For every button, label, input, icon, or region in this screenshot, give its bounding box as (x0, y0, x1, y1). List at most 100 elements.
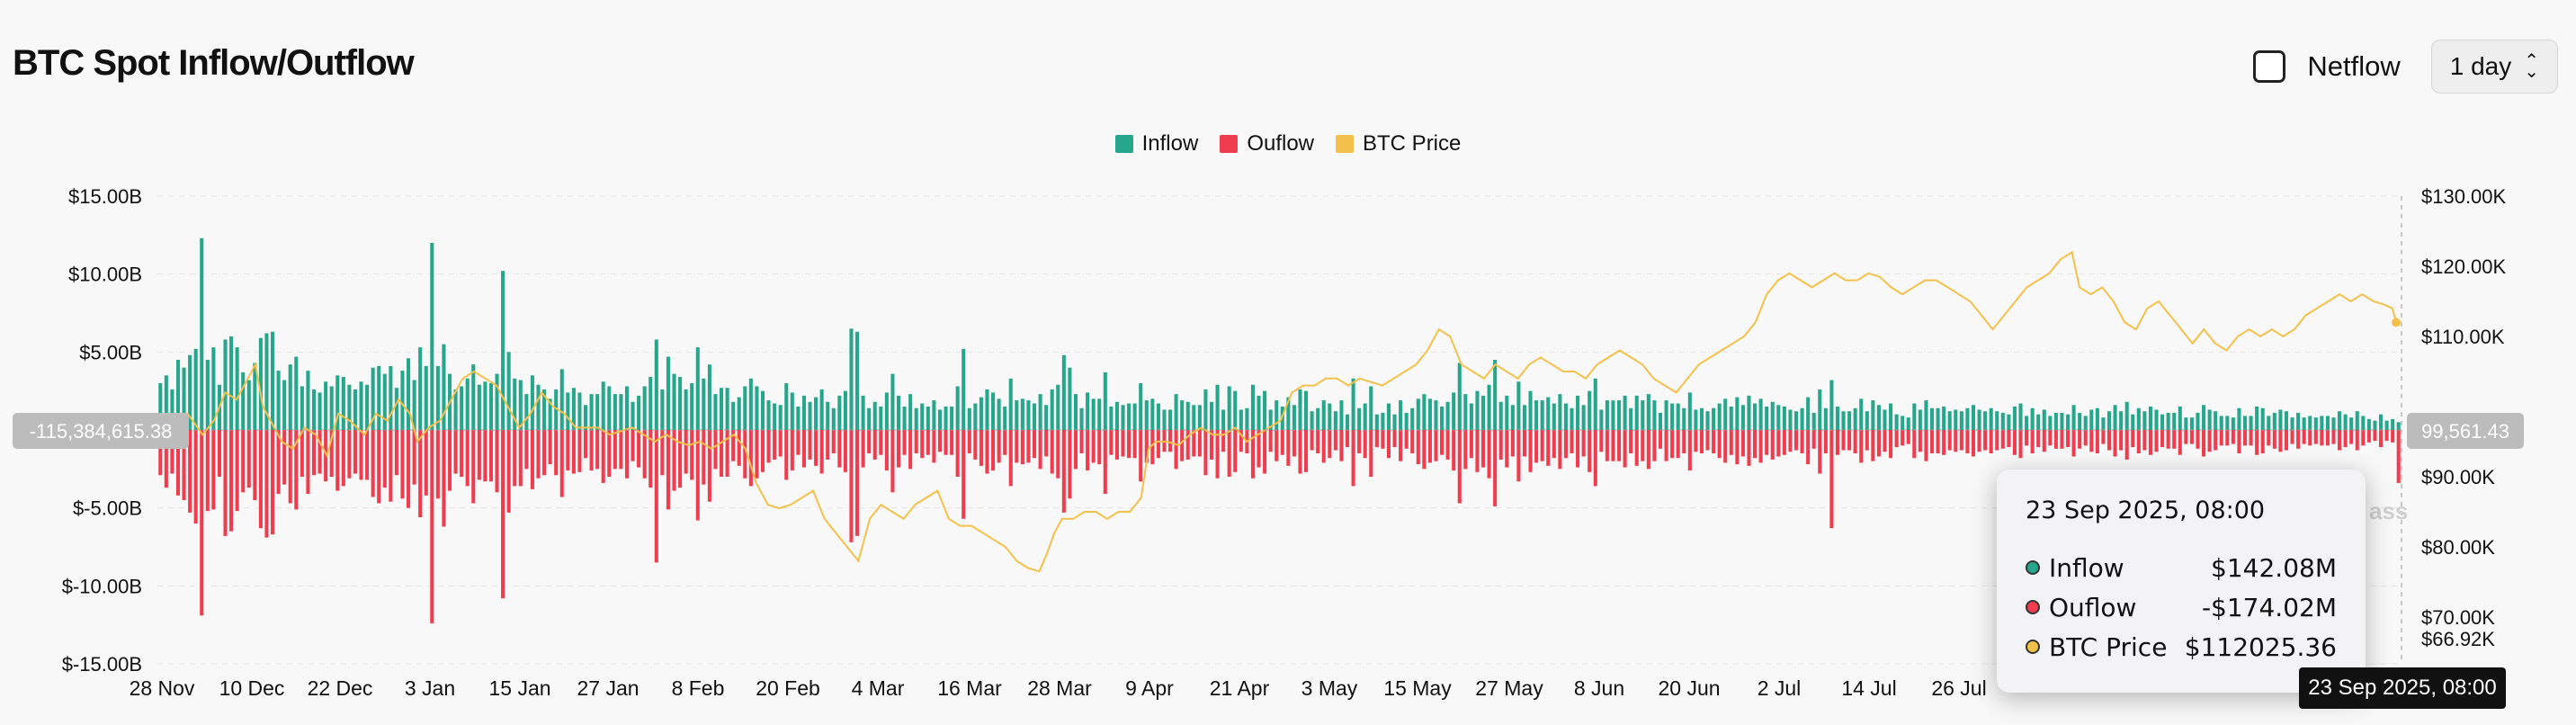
inflow-bar (937, 409, 943, 430)
outflow-bar (725, 430, 729, 477)
outflow-bar (2119, 430, 2124, 451)
outflow-bar (601, 430, 605, 483)
outflow-bar (235, 430, 239, 512)
outflow-bar (1445, 430, 1450, 460)
outflow-bar (347, 430, 352, 479)
x-tick-label: 28 Nov (130, 676, 195, 700)
inflow-bar (435, 365, 440, 430)
outflow-bar (1646, 430, 1650, 470)
inflow-bar (329, 386, 334, 430)
inflow-bar (324, 381, 328, 430)
outflow-bar (577, 430, 582, 472)
outflow-bar (2030, 430, 2035, 453)
outflow-bar (1528, 430, 1533, 472)
inflow-bar (950, 407, 954, 430)
inflow-bar (1498, 401, 1503, 430)
outflow-bar (1712, 430, 1716, 453)
netflow-label[interactable]: Netflow (2307, 50, 2401, 82)
inflow-bar (967, 407, 971, 430)
outflow-bar (2184, 430, 2188, 444)
outflow-bar (389, 430, 393, 502)
outflow-bar (695, 430, 700, 521)
inflow-bar (748, 378, 753, 430)
outflow-bar (619, 430, 623, 470)
inflow-bar (1758, 398, 1763, 430)
outflow-bar (2012, 430, 2017, 455)
outflow-bar (2189, 430, 2194, 444)
outflow-bar (1876, 430, 1881, 457)
inflow-bar (1924, 400, 1928, 430)
inflow-bar (755, 386, 759, 430)
outflow-bar (684, 430, 688, 474)
tooltip-dot-outflow (2026, 600, 2040, 614)
inflow-bar (1086, 392, 1090, 430)
inflow-bar (1705, 411, 1710, 430)
outflow-bar (743, 430, 747, 479)
inflow-bar (1399, 400, 1403, 430)
outflow-bar (483, 430, 487, 482)
outflow-bar (2331, 430, 2336, 444)
outflow-bar (1275, 430, 1279, 461)
inflow-bar (488, 383, 494, 430)
outflow-bar (566, 430, 570, 471)
netflow-checkbox[interactable] (2253, 50, 2286, 83)
inflow-bar (2166, 412, 2170, 430)
outflow-bar (660, 430, 665, 476)
outflow-bar (784, 430, 789, 480)
outflow-bar (1345, 430, 1350, 448)
outflow-bar (1576, 430, 1580, 468)
outflow-bar (495, 430, 499, 493)
outflow-bar (2355, 430, 2359, 451)
crosshair-left-box (13, 413, 189, 449)
inflow-bar (660, 389, 665, 430)
inflow-bar (684, 389, 688, 430)
tooltip-date: 23 Sep 2025, 08:00 (2026, 497, 2266, 524)
outflow-bar (2053, 430, 2058, 449)
outflow-bar (1546, 430, 1551, 466)
outflow-bar (1765, 430, 1769, 455)
outflow-bar (1328, 430, 1332, 459)
inflow-bar (1026, 400, 1031, 430)
inflow-bar (1847, 411, 1852, 430)
outflow-bar (1658, 430, 1663, 449)
inflow-bar (884, 392, 889, 430)
outflow-bar (843, 430, 847, 472)
legend-item-outflow[interactable]: Ouflow (1220, 131, 1314, 157)
outflow-bar (2343, 430, 2348, 448)
inflow-bar (1811, 412, 1816, 430)
interval-select-value: 1 day (2449, 52, 2512, 80)
outflow-bar (365, 430, 370, 480)
outflow-bar (1599, 430, 1604, 452)
inflow-bar (932, 400, 936, 430)
inflow-bar (1629, 407, 1633, 430)
outflow-bar (554, 430, 559, 476)
inflow-bar (460, 386, 464, 430)
outflow-bar (1942, 430, 1946, 455)
outflow-bar (1392, 430, 1397, 448)
outflow-bar (1339, 430, 1344, 461)
legend-item-btc-price[interactable]: BTC Price (1336, 131, 1461, 157)
inflow-bar (2313, 417, 2318, 430)
inflow-bar (2095, 407, 2099, 430)
inflow-bar (1540, 400, 1544, 430)
outflow-bar (1386, 430, 1391, 459)
inflow-bar (1658, 412, 1663, 430)
inflow-bar (418, 347, 423, 430)
outflow-bar (879, 430, 883, 455)
legend-item-inflow[interactable]: Inflow (1114, 131, 1198, 157)
inflow-bar (2113, 405, 2117, 430)
inflow-bar (908, 394, 913, 430)
outflow-bar (896, 430, 901, 468)
inflow-bar (1038, 394, 1042, 430)
inflow-bar (465, 378, 470, 430)
outflow-bar (702, 430, 706, 485)
inflow-bar (1003, 407, 1007, 430)
inflow-bar (200, 237, 204, 430)
inflow-bar (2366, 418, 2371, 430)
outflow-bar (2366, 430, 2371, 443)
outflow-bar (831, 430, 836, 453)
outflow-bar (1410, 430, 1415, 453)
interval-select[interactable]: 1 day ⌃ ⌄ (2430, 40, 2558, 94)
inflow-bar (407, 358, 411, 430)
